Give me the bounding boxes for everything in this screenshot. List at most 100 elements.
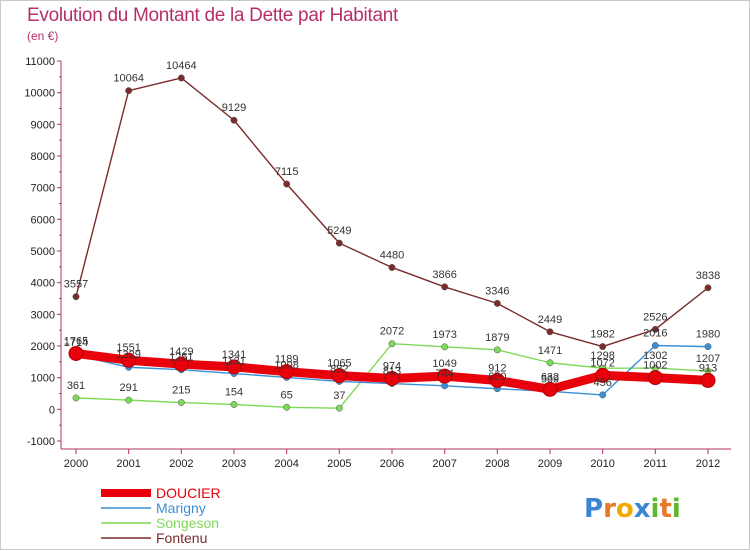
data-point [331, 368, 347, 384]
logo-letter: i [672, 494, 681, 524]
x-tick-label: 2006 [380, 458, 404, 470]
data-label: 1980 [696, 329, 720, 341]
chart-title: Evolution du Montant de la Dette par Hab… [27, 5, 398, 26]
logo-text: Proxiti [584, 494, 681, 524]
y-tick-label: 11000 [25, 56, 55, 68]
data-label: 1341 [222, 349, 246, 361]
data-label: 1131 [222, 356, 246, 368]
data-label: 65 [281, 389, 293, 401]
data-label: 361 [67, 380, 85, 392]
data-label: 7115 [275, 166, 299, 178]
logo-letter: r [603, 494, 616, 524]
data-point [283, 403, 291, 411]
data-point [230, 116, 238, 124]
data-label: 1429 [169, 346, 193, 358]
data-label: 291 [119, 382, 137, 394]
legend-label: DOUCIER [156, 485, 221, 501]
data-point [72, 293, 80, 301]
chart-axes: -1000 0 1000 2000 3000 4000 5000 6000 7000 8000 90… [24, 56, 731, 470]
data-labels: 1765 1551 1429 1341 1189 1065 974 1049 912 632 107… [64, 60, 720, 402]
data-label: 1072 [590, 357, 614, 369]
data-label: 1002 [643, 360, 667, 372]
y-tick-label: 10000 [24, 88, 55, 100]
data-point [279, 364, 295, 380]
data-label: 1207 [696, 353, 720, 365]
data-label: 569 [541, 373, 559, 385]
x-tick-label: 2012 [696, 458, 720, 470]
data-label: 2449 [538, 314, 562, 326]
chart-subtitle: (en €) [27, 29, 59, 43]
data-point [384, 370, 400, 386]
y-tick-label: 0 [49, 404, 55, 416]
x-tick-label: 2007 [432, 458, 456, 470]
legend-label: Songeson [156, 515, 219, 531]
data-label: 882 [330, 363, 348, 375]
y-tick-label: 8000 [31, 151, 55, 163]
data-point [700, 372, 716, 388]
data-label: 1714 [64, 337, 88, 349]
data-point [226, 359, 242, 375]
data-label: 10064 [113, 73, 144, 85]
data-point [335, 239, 343, 247]
data-point [546, 359, 554, 367]
data-label: 1008 [274, 359, 298, 371]
data-point [493, 346, 501, 354]
x-tick-label: 2003 [222, 458, 246, 470]
logo-letter: x [634, 494, 651, 524]
y-tick-label: 4000 [31, 278, 55, 290]
data-point [595, 367, 611, 383]
data-point [599, 343, 607, 351]
data-point [489, 372, 505, 388]
data-label: 1551 [116, 342, 140, 354]
data-point [121, 352, 137, 368]
y-tick-label: -1000 [27, 436, 55, 448]
data-label: 1298 [590, 350, 614, 362]
data-label: 912 [488, 362, 506, 374]
data-label: 1765 [64, 335, 88, 347]
data-label: 9129 [222, 102, 246, 114]
data-label: 5249 [327, 225, 351, 237]
data-point [546, 328, 554, 336]
data-label: 456 [593, 377, 611, 389]
data-label: 913 [699, 362, 717, 374]
data-point [177, 399, 185, 406]
data-point [68, 345, 84, 361]
logo-letter: i [651, 494, 660, 524]
x-tick-label: 2011 [644, 458, 668, 470]
data-point [704, 284, 712, 292]
y-tick-label: 6000 [31, 214, 55, 226]
data-label: 744 [435, 368, 453, 380]
data-label: 3346 [485, 285, 509, 297]
data-label: 632 [541, 371, 559, 383]
data-label: 1471 [538, 345, 562, 357]
legend-label: Marigny [156, 500, 206, 516]
data-label: 10464 [166, 60, 197, 72]
data-label: 1973 [432, 329, 456, 341]
data-point [72, 394, 80, 402]
data-point [542, 381, 558, 397]
data-label: 3866 [432, 269, 456, 281]
data-label: 1065 [327, 358, 351, 370]
x-tick-label: 2000 [64, 458, 88, 470]
data-label: 1189 [275, 354, 299, 366]
data-label: 1049 [432, 358, 456, 370]
y-tick-label: 3000 [31, 309, 55, 321]
data-point [441, 343, 449, 351]
series-line-fontenu [75, 77, 709, 348]
data-label: 37 [333, 390, 345, 402]
logo-letter: o [616, 494, 634, 524]
data-label: 3557 [64, 279, 88, 291]
x-tick-label: 2002 [169, 458, 193, 470]
data-label: 1879 [485, 332, 509, 344]
data-point [651, 325, 659, 333]
data-label: 3838 [696, 270, 720, 282]
series-lines [68, 74, 716, 412]
logo-letter: P [584, 494, 603, 524]
y-tick-label: 9000 [31, 119, 55, 131]
data-point [388, 340, 396, 348]
data-point [173, 356, 189, 372]
data-label: 154 [225, 386, 243, 398]
data-point [125, 396, 133, 404]
data-label: 1251 [169, 352, 193, 364]
